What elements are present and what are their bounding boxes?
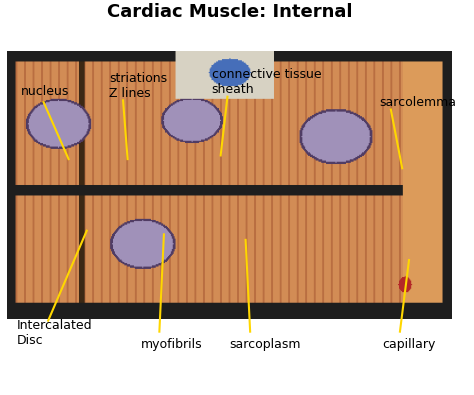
- Title: Cardiac Muscle: Internal: Cardiac Muscle: Internal: [107, 3, 353, 21]
- Text: sarcoplasm: sarcoplasm: [230, 338, 301, 351]
- Text: myofibrils: myofibrils: [141, 338, 203, 351]
- Text: nucleus: nucleus: [21, 85, 69, 98]
- Text: sarcolemma: sarcolemma: [380, 96, 456, 109]
- Text: connective tissue
sheath: connective tissue sheath: [211, 68, 321, 96]
- Text: capillary: capillary: [382, 338, 435, 351]
- Text: striations
Z lines: striations Z lines: [109, 71, 168, 100]
- Text: Intercalated
Disc: Intercalated Disc: [17, 320, 92, 348]
